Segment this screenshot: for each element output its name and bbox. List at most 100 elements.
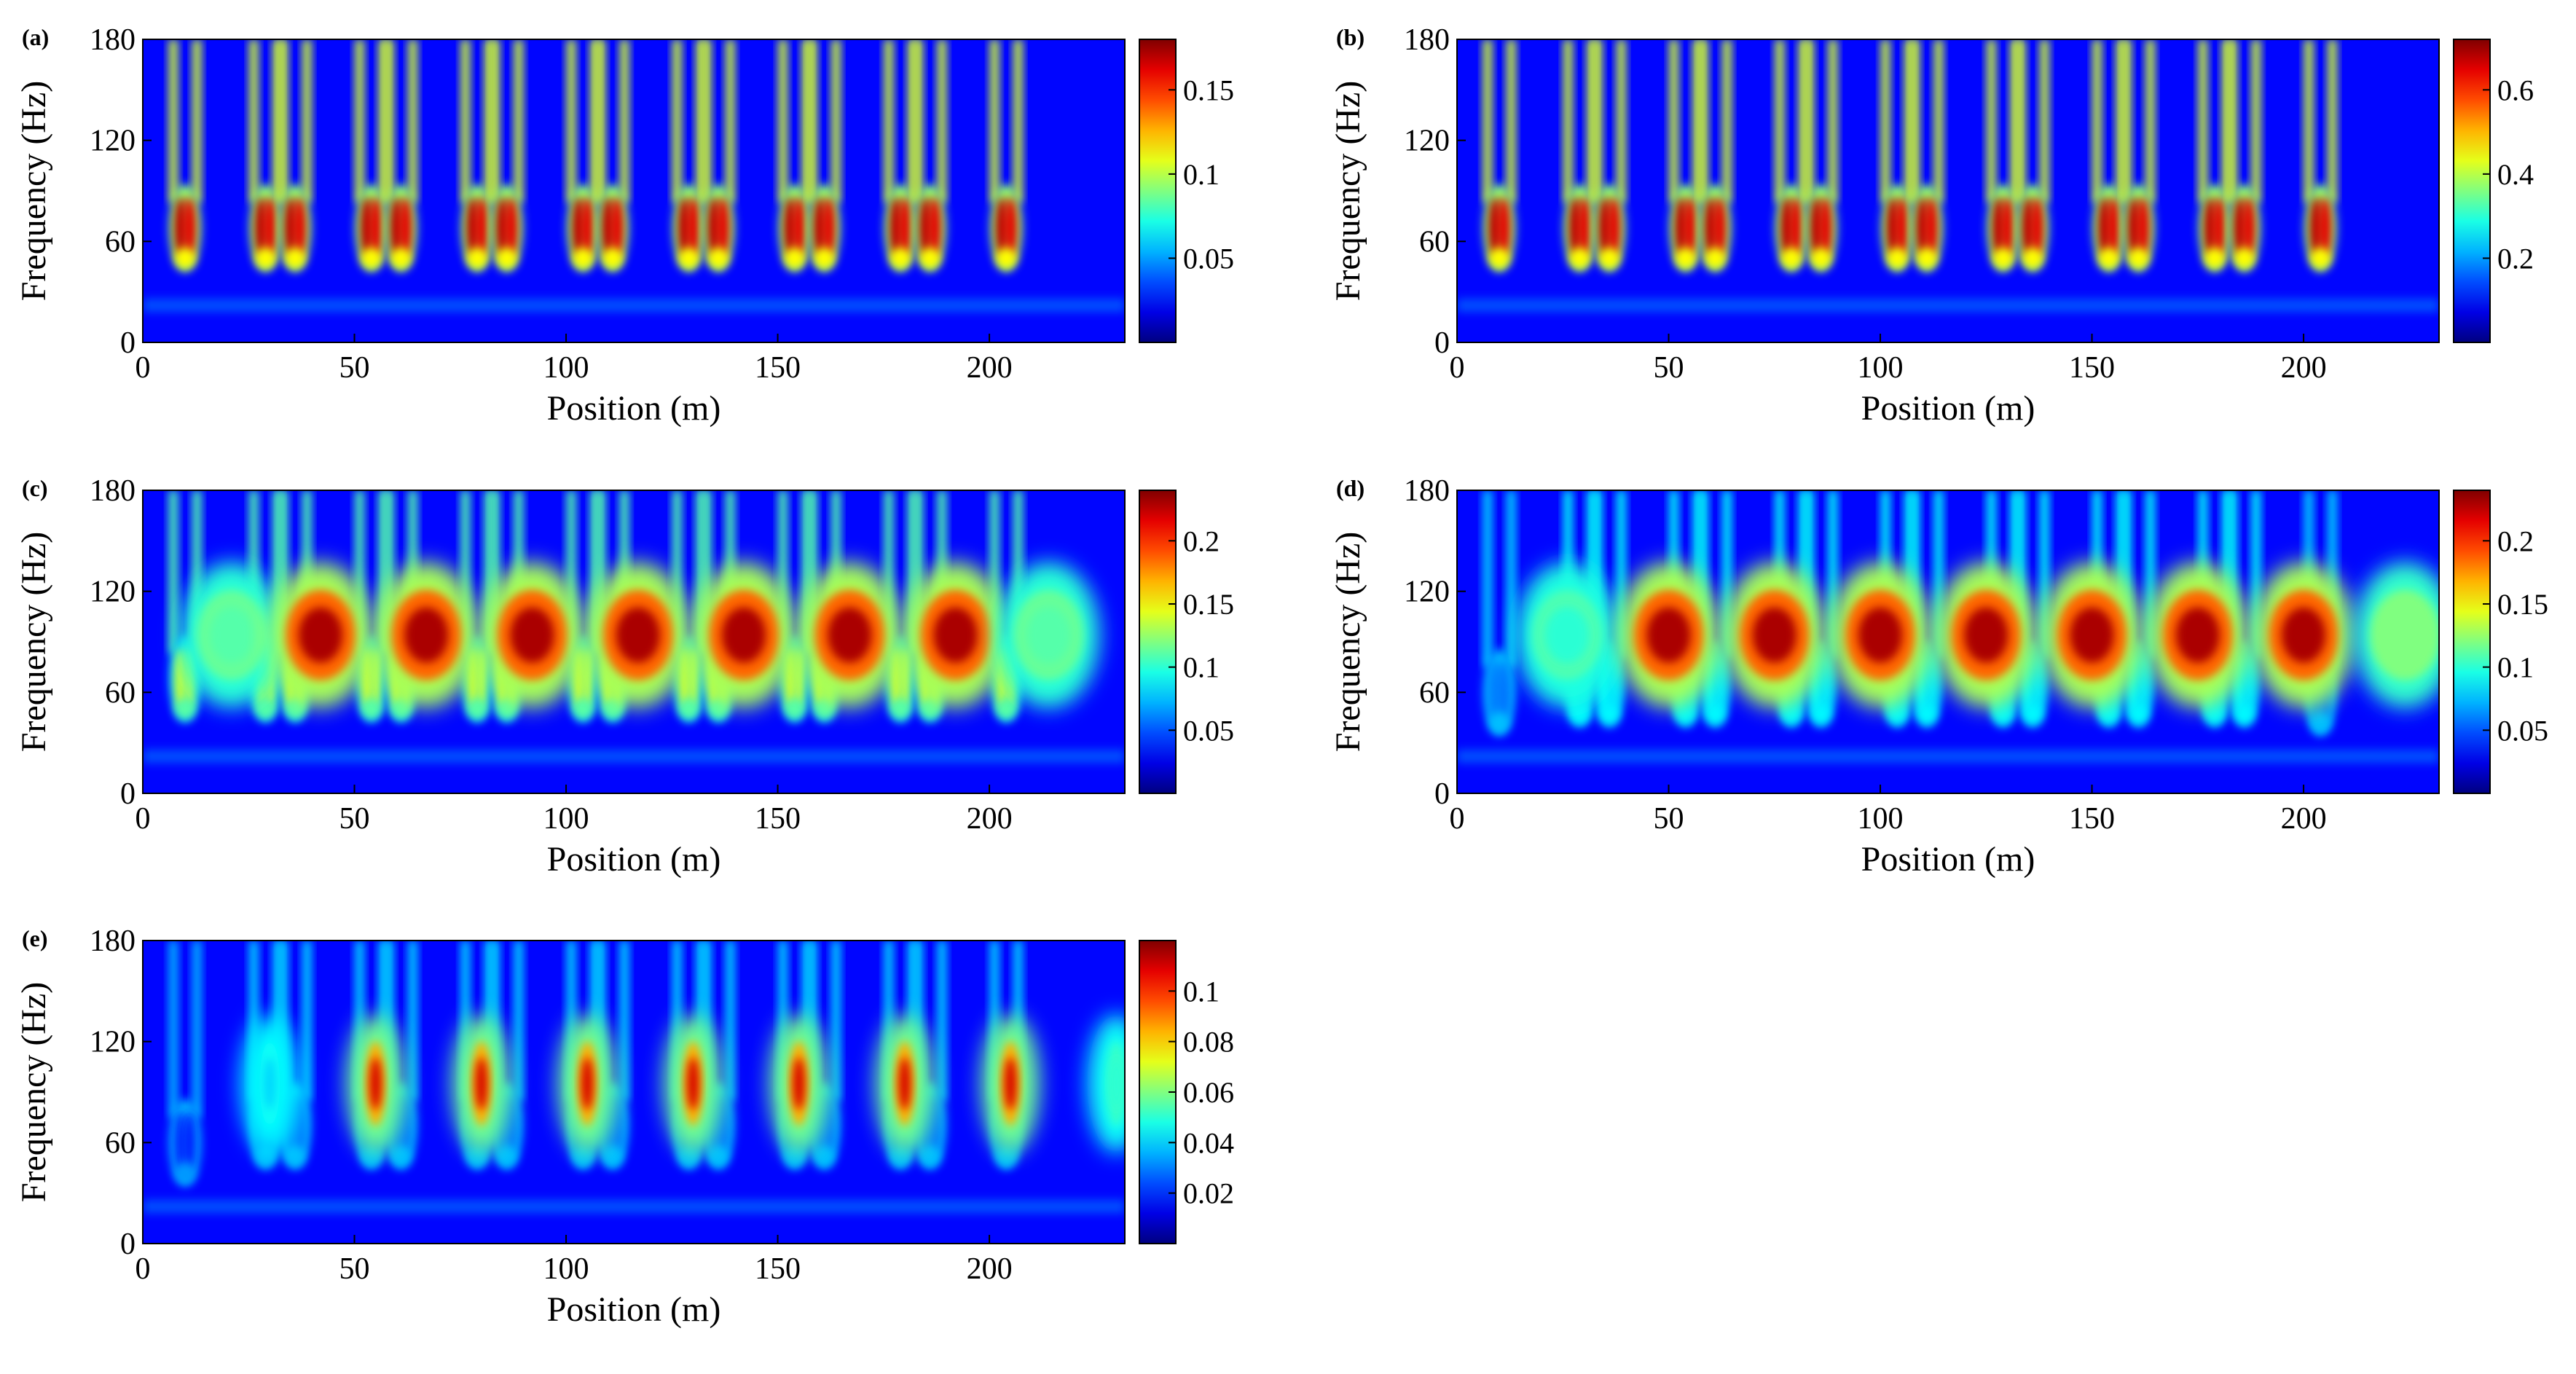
lower-lobe — [708, 248, 729, 269]
needle-core — [687, 1057, 699, 1110]
core-peak — [1924, 197, 1938, 259]
core-peak — [792, 648, 806, 710]
low-frequency-band — [1457, 298, 2439, 313]
blob-core — [722, 607, 766, 663]
axes-frame — [142, 39, 1126, 343]
heatmap-feature-needle — [981, 1014, 1040, 1153]
y-tick-label: 60 — [1419, 676, 1450, 710]
core-peak — [1497, 197, 1511, 259]
stem-ridge — [2122, 39, 2132, 203]
axes-frame — [1456, 490, 2440, 794]
stem-ridge — [620, 941, 629, 1101]
lower-lobe — [175, 1162, 196, 1183]
heatmap-feature-vpair — [2304, 39, 2337, 272]
lower-lobe — [285, 1145, 306, 1166]
colorbar-tick-label: 0.2 — [2497, 525, 2534, 557]
stem-ridge — [726, 39, 735, 203]
stem-ridge — [385, 39, 394, 203]
x-axis-label: Position (m) — [1861, 389, 2035, 428]
blob-core — [1858, 607, 1903, 663]
lower-lobe — [390, 1145, 412, 1166]
heatmap-feature-vpair — [1563, 39, 1626, 272]
x-tick-label: 100 — [1858, 802, 1904, 836]
heatmap-feature-vpair — [1669, 39, 1732, 272]
stem-ridge — [937, 941, 946, 1101]
lower-lobe — [390, 248, 412, 269]
heatmap-feature-blob — [997, 562, 1100, 708]
stem-ridge — [831, 941, 841, 1101]
core-peak — [581, 197, 594, 259]
lower-lobe — [1916, 248, 1937, 269]
stem-ridge — [778, 39, 788, 203]
lower-lobe — [814, 699, 835, 720]
needle-core — [1005, 1057, 1017, 1110]
colorbar — [1139, 39, 1177, 343]
lower-lobe — [784, 699, 805, 720]
low-frequency-band — [143, 749, 1125, 763]
core-peak — [2030, 653, 2044, 715]
heatmap-feature-vpair — [168, 941, 202, 1187]
x-tick-label: 200 — [967, 351, 1013, 385]
stem-ridge — [1722, 39, 1732, 203]
heatmap-feature-blob — [2041, 562, 2143, 708]
colorbar-tick-label: 0.05 — [1183, 242, 1234, 275]
lower-lobe — [2310, 712, 2331, 733]
lower-lobe — [496, 248, 517, 269]
lower-lobe — [2128, 704, 2149, 725]
lower-lobe — [1781, 704, 1802, 725]
stem-ridge — [408, 941, 417, 1101]
axes-frame — [1456, 39, 2440, 343]
lower-lobe — [2204, 704, 2226, 725]
core-peak — [822, 197, 836, 259]
core-peak — [475, 648, 489, 710]
core-peak — [686, 648, 700, 710]
stem-ridge — [1910, 39, 1920, 203]
stem-ridge — [620, 39, 629, 203]
blob-core — [1964, 607, 2008, 663]
blob-core — [616, 607, 660, 663]
stem-ridge — [2040, 39, 2049, 203]
heatmap-field — [143, 490, 1125, 763]
x-tick-label: 0 — [1450, 351, 1465, 385]
heatmap-feature-blob — [1935, 562, 2038, 708]
lower-lobe — [602, 248, 623, 269]
core-peak — [1818, 653, 1832, 715]
panel-b: 0 50 100 150 200 0 60 120 180 Position (m) Frequen… — [1329, 23, 2534, 428]
stem-ridge — [1987, 39, 1996, 203]
heatmap-feature-vpair — [460, 39, 523, 272]
lower-lobe — [2022, 704, 2043, 725]
x-tick-label: 0 — [136, 1252, 151, 1286]
stem-ridge — [514, 941, 523, 1101]
x-tick-label: 50 — [339, 351, 370, 385]
lower-lobe — [1781, 248, 1802, 269]
panel-label: (a) — [22, 24, 49, 50]
blob-core — [2070, 607, 2114, 663]
y-tick-label: 120 — [90, 576, 136, 609]
colorbar-tick-label: 0.6 — [2497, 74, 2534, 106]
panel-a: 0 50 100 150 200 0 60 120 180 Position (m) Frequen… — [15, 23, 1234, 428]
needle-core — [475, 1057, 487, 1110]
core-peak — [1607, 197, 1621, 259]
y-axis-label: Frequency (Hz) — [1329, 532, 1367, 753]
x-tick-label: 200 — [2281, 351, 2327, 385]
heatmap-feature-vpair — [1483, 490, 1516, 737]
stem-ridge — [2228, 39, 2237, 203]
x-tick-label: 0 — [1450, 802, 1465, 836]
core-peak — [369, 197, 382, 259]
low-frequency-band — [143, 1199, 1125, 1214]
heatmap-feature-vpair — [990, 39, 1023, 272]
y-tick-label: 120 — [90, 125, 136, 158]
core-peak — [792, 197, 806, 259]
lower-lobe — [2098, 704, 2119, 725]
lower-lobe — [573, 699, 594, 720]
lower-lobe — [602, 699, 623, 720]
heatmap-feature-vpair — [1987, 39, 2049, 272]
core-peak — [2106, 197, 2120, 259]
y-tick-label: 180 — [1404, 23, 1450, 57]
x-tick-label: 0 — [136, 351, 151, 385]
heatmap-field — [1457, 490, 2439, 763]
lower-lobe — [996, 248, 1017, 269]
core-peak — [1924, 653, 1938, 715]
panel-label: (c) — [22, 475, 48, 501]
core-peak — [610, 197, 624, 259]
